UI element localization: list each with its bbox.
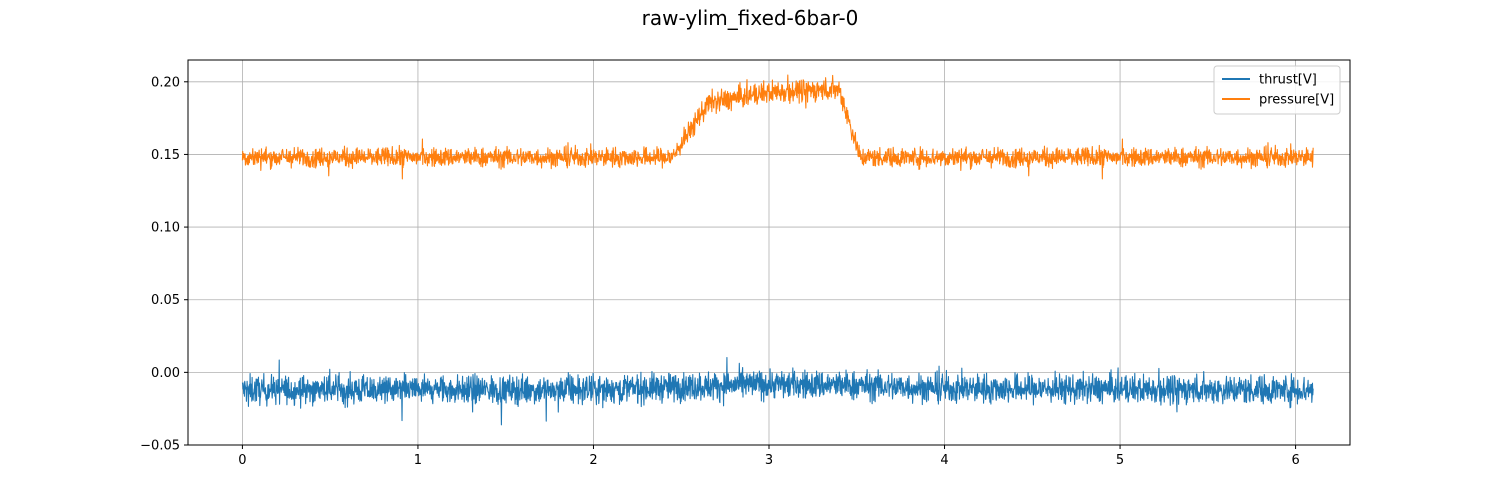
y-tick-label: 0.05	[151, 293, 180, 308]
y-tick-label: 0.20	[151, 75, 180, 90]
x-tick-label: 0	[238, 453, 246, 468]
x-tick-label: 6	[1291, 453, 1299, 468]
series-layer	[241, 74, 1314, 426]
series-line-pressurev	[241, 74, 1314, 180]
legend: thrust[V] pressure[V]	[1213, 65, 1341, 115]
chart-title: raw-ylim_fixed-6bar-0	[641, 6, 859, 30]
x-tick-label: 4	[940, 453, 948, 468]
y-tick-label: −0.05	[140, 439, 180, 454]
legend-label: thrust[V]	[1259, 73, 1317, 88]
x-tick-label: 3	[765, 453, 773, 468]
x-tick-label: 1	[414, 453, 422, 468]
y-tick-label: 0.00	[151, 366, 180, 381]
y-tick-label: 0.15	[151, 148, 180, 163]
x-tick-label: 2	[589, 453, 597, 468]
x-tick-label: 5	[1116, 453, 1124, 468]
y-tick-label: 0.10	[151, 221, 180, 236]
series-line-thrustv	[241, 356, 1314, 426]
axis-ticks: 0 1 2 3 4 5 6 −0.05 0.00 0.05 0.10 0.15 0.20	[140, 75, 1300, 468]
legend-label: pressure[V]	[1259, 93, 1334, 108]
